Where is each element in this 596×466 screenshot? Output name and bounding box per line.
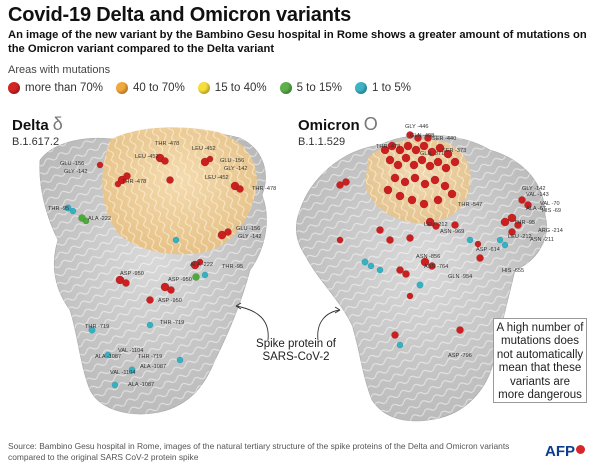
- legend-item-15-to-40: 15 to 40%: [197, 82, 267, 94]
- arrow-to-omicron: [317, 309, 341, 341]
- legend-label: more than 70%: [25, 82, 103, 94]
- arrow-to-delta: [235, 305, 269, 341]
- delta-lineage: B.1.617.2: [12, 136, 60, 148]
- residue-label: GLY -142: [238, 234, 261, 240]
- arrow-head-omicron: [334, 306, 341, 314]
- page-subtitle: An image of the new variant by the Bambi…: [8, 29, 587, 55]
- residue-label: THR -719: [85, 324, 109, 330]
- page-title: Covid-19 Delta and Omicron variants: [8, 4, 352, 26]
- residue-label: ASP -950: [168, 277, 192, 283]
- legend-item-5-to-15: 5 to 15%: [279, 82, 342, 94]
- residue-label: ARG -214: [538, 228, 563, 234]
- residue-label: THR -95: [222, 264, 243, 270]
- residue-label: VAL -1104: [118, 348, 143, 354]
- residue-label: ASP -614: [476, 247, 500, 253]
- residue-label: GLY -142: [224, 166, 247, 172]
- residue-label: VAL -70: [540, 201, 560, 207]
- residue-label: THR -719: [160, 320, 184, 326]
- residue-label: LEU -452: [192, 146, 216, 152]
- omicron-lineage: B.1.1.529: [298, 136, 346, 148]
- residue-label: THR -95: [48, 206, 69, 212]
- residue-label: GLY -142: [64, 169, 87, 175]
- legend-label: 15 to 40%: [214, 82, 267, 94]
- residue-label: LEU -212: [508, 234, 532, 240]
- arrow-head-delta: [235, 302, 242, 310]
- green-dot-icon: [279, 82, 292, 94]
- residue-label: VAL -143: [526, 192, 549, 198]
- delta-protein: [39, 127, 267, 415]
- delta-name: Delta: [12, 117, 49, 134]
- spike-protein-callout: Spike protein of SARS-CoV-2: [256, 338, 336, 363]
- legend-label: 5 to 15%: [296, 82, 342, 94]
- legend-label: 1 to 5%: [372, 82, 411, 94]
- residue-label: GLN -954: [448, 274, 472, 280]
- residue-label: ALA -1087: [95, 354, 121, 360]
- residue-label: THR -478: [122, 179, 146, 185]
- residue-label: ASN -211: [530, 237, 554, 243]
- mutation-legend: more than 70% 40 to 70% 15 to 40% 5 to 1…: [8, 80, 424, 96]
- afp-dot-icon: [576, 444, 585, 454]
- legend-item-1-to-5: 1 to 5%: [355, 82, 411, 94]
- omicron-symbol-icon: O: [363, 114, 378, 134]
- residue-label: THR -719: [138, 354, 162, 360]
- residue-label: LEU -452: [135, 154, 159, 160]
- residue-label: ASP -796: [448, 353, 472, 359]
- legend-label: 40 to 70%: [133, 82, 185, 94]
- red-dot-icon: [8, 82, 20, 94]
- afp-logo: AFP: [545, 443, 585, 460]
- callout-arrows: [235, 302, 341, 341]
- omicron-name: Omicron: [298, 117, 360, 134]
- legend-title: Areas with mutations: [8, 64, 111, 76]
- residue-label: GLN -498: [410, 133, 434, 139]
- delta-title: Delta δ: [12, 114, 63, 135]
- source-note: Source: Bambino Gesu hospital in Rome, i…: [8, 441, 510, 462]
- residue-label: ALA -222: [88, 216, 111, 222]
- omicron-residue-labels: GLY -446 GLN -498 SER -440 GLN -371 SER …: [376, 124, 563, 359]
- residue-label: ALA -1087: [140, 364, 166, 370]
- omicron-title: Omicron O: [298, 114, 378, 135]
- residue-label: LEU -452: [205, 175, 229, 181]
- residue-label: GLU -156: [236, 226, 260, 232]
- residue-label: GLY -446: [405, 124, 428, 130]
- mutation-note: A high number of mutations does not auto…: [493, 318, 587, 403]
- residue-label: THR -547: [458, 202, 482, 208]
- residue-label: ASN -764: [424, 264, 448, 270]
- residue-label: THR -478: [376, 144, 400, 150]
- legend-item-more-than-70: more than 70%: [8, 82, 103, 94]
- afp-logo-text: AFP: [545, 443, 575, 460]
- residue-label: THR -95: [514, 220, 535, 226]
- orange-dot-icon: [116, 82, 128, 94]
- residue-label: HIS -655: [502, 268, 524, 274]
- residue-label: GLU -156: [220, 158, 244, 164]
- residue-label: GLN -371: [420, 151, 444, 157]
- residue-label: ALA -67: [526, 206, 546, 212]
- yellow-dot-icon: [197, 82, 210, 94]
- residue-label: ASP -950: [158, 298, 182, 304]
- residue-label: SER -373: [442, 148, 466, 154]
- legend-item-40-to-70: 40 to 70%: [116, 82, 185, 94]
- residue-label: ASN -969: [440, 229, 464, 235]
- omicron-protein: [296, 131, 547, 422]
- residue-label: GLU -156: [60, 161, 84, 167]
- residue-label: GLY -142: [522, 186, 545, 192]
- residue-label: LEU -212: [424, 222, 448, 228]
- residue-label: ALA -1087: [128, 382, 154, 388]
- residue-label: THR -478: [155, 141, 179, 147]
- residue-label: HIS -69: [542, 208, 561, 214]
- cyan-dot-icon: [355, 82, 367, 94]
- residue-label: THR -478: [252, 186, 276, 192]
- residue-label: ASN -856: [416, 254, 440, 260]
- residue-label: VAL -1104: [110, 370, 135, 376]
- delta-residue-labels: GLU -156 GLY -142 THR -478 LEU -452 LEU …: [48, 141, 276, 388]
- residue-label: SER -440: [432, 136, 456, 142]
- delta-symbol-icon: δ: [52, 114, 63, 134]
- residue-label: ALA -222: [190, 262, 213, 268]
- residue-label: ASP -950: [120, 271, 144, 277]
